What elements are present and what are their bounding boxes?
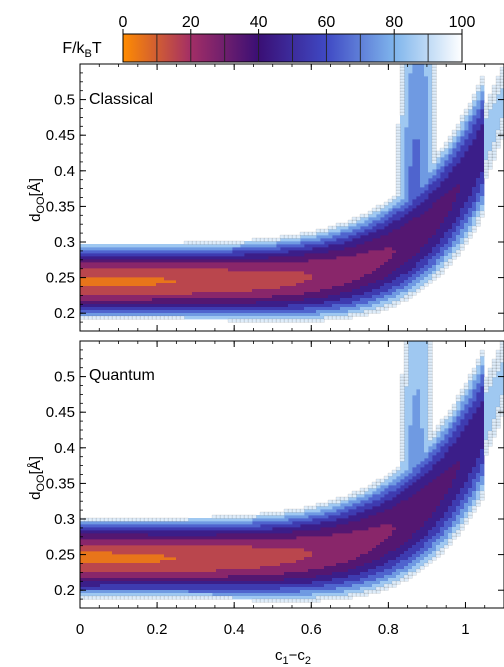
x-axis-label-sub1: 1: [282, 655, 288, 667]
colorbar-tick-label: 20: [182, 14, 200, 31]
y-tick-label: 0.4: [54, 440, 75, 457]
y-tick-label: 0.5: [54, 92, 75, 109]
heatmap-band: [80, 184, 461, 305]
y-tick-label: 0.2: [54, 582, 75, 599]
heatmap-band: [80, 386, 485, 591]
y-tick-label: 0.25: [46, 547, 75, 564]
y-axis-label-main: d: [27, 492, 44, 500]
y-axis-label: dOO[Å]: [27, 456, 47, 500]
y-tick-label: 0.4: [54, 163, 75, 180]
heatmap-band: [80, 64, 504, 323]
x-ticks: [79, 341, 504, 608]
y-axis-label: dOO[Å]: [27, 178, 47, 222]
heatmap-band: [80, 277, 177, 287]
heatmap-outline: [80, 64, 504, 323]
heatmap-band: [80, 401, 485, 588]
y-tick-label: 0.45: [46, 404, 75, 421]
heatmap-outline: [80, 341, 504, 603]
y-tick-label: 0.25: [46, 270, 75, 287]
x-axis-label-sub2: 2: [305, 655, 311, 667]
y-tick-label: 0.45: [46, 127, 75, 144]
heatmap-band: [80, 247, 397, 302]
heatmap-regions: [80, 64, 504, 323]
x-tick-labels: 0 0.2 0.4 0.6 0.8 1: [76, 621, 470, 638]
x-tick-label: 0.2: [147, 621, 168, 638]
panel-title: Quantum: [89, 367, 155, 384]
colorbar-label: F/kBT: [62, 40, 102, 60]
heatmap-band: [80, 100, 485, 314]
y-ticks: 0.2 0.25 0.3 0.35 0.4 0.45 0.5: [46, 63, 504, 332]
y-tick-label: 0.3: [54, 234, 75, 251]
heatmap-band: [80, 545, 313, 573]
colorbar-label-tail: T: [92, 40, 102, 57]
colorbar-label-main: F/k: [62, 40, 85, 57]
y-axis-label-unit: [Å]: [27, 178, 44, 196]
heatmap-regions: [80, 341, 504, 603]
x-tick-label: 0.8: [378, 621, 399, 638]
y-tick-label: 0.35: [46, 198, 75, 215]
y-axis-label-sub: OO: [35, 474, 47, 492]
heatmap-band: [80, 461, 461, 582]
heatmap-band: [80, 524, 397, 579]
x-axis-label-main: c: [275, 647, 283, 664]
panel-title: Classical: [89, 91, 153, 108]
colorbar-contour-lines: [156, 34, 429, 62]
y-tick-label: 0.3: [54, 511, 75, 528]
colorbar-tick-label: 40: [250, 14, 268, 31]
colorbar-label-sub: B: [85, 48, 92, 60]
y-axis-label-unit: [Å]: [27, 456, 44, 474]
x-tick-label: 0.4: [224, 621, 245, 638]
x-tick-label: 1: [461, 621, 469, 638]
x-axis-label-mid: −c: [289, 647, 306, 664]
colorbar-tick-label: 60: [318, 14, 336, 31]
y-axis-label-sub: OO: [35, 196, 47, 214]
heatmap-band: [80, 374, 485, 594]
x-axis-label: c1−c2: [275, 647, 311, 667]
x-tick-label: 0.6: [301, 621, 322, 638]
panel-quantum: 0.2 0.25 0.3 0.35 0.4 0.45 0.5 Quantum dOO[Å]: [27, 340, 504, 609]
y-tick-label: 0.2: [54, 305, 75, 322]
colorbar-ticks: 0 20 40 60 80 100: [119, 14, 476, 34]
y-tick-label: 0.35: [46, 475, 75, 492]
colorbar: 0 20 40 60 80 100 F/kBT: [62, 14, 476, 63]
x-tick-label: 0: [76, 621, 84, 638]
y-tick-label: 0.5: [54, 369, 75, 386]
colorbar-tick-label: 0: [119, 14, 128, 31]
panel-classical: 0.2 0.25 0.3 0.35 0.4 0.45 0.5 Classical dOO[Å…: [27, 63, 504, 332]
x-ticks: [79, 64, 504, 331]
y-ticks: 0.2 0.25 0.3 0.35 0.4 0.45 0.5: [46, 340, 504, 609]
colorbar-tick-label: 80: [385, 14, 403, 31]
heatmap-band: [80, 268, 313, 296]
colorbar-tick-label: 100: [449, 14, 476, 31]
y-axis-label-main: d: [27, 214, 44, 222]
